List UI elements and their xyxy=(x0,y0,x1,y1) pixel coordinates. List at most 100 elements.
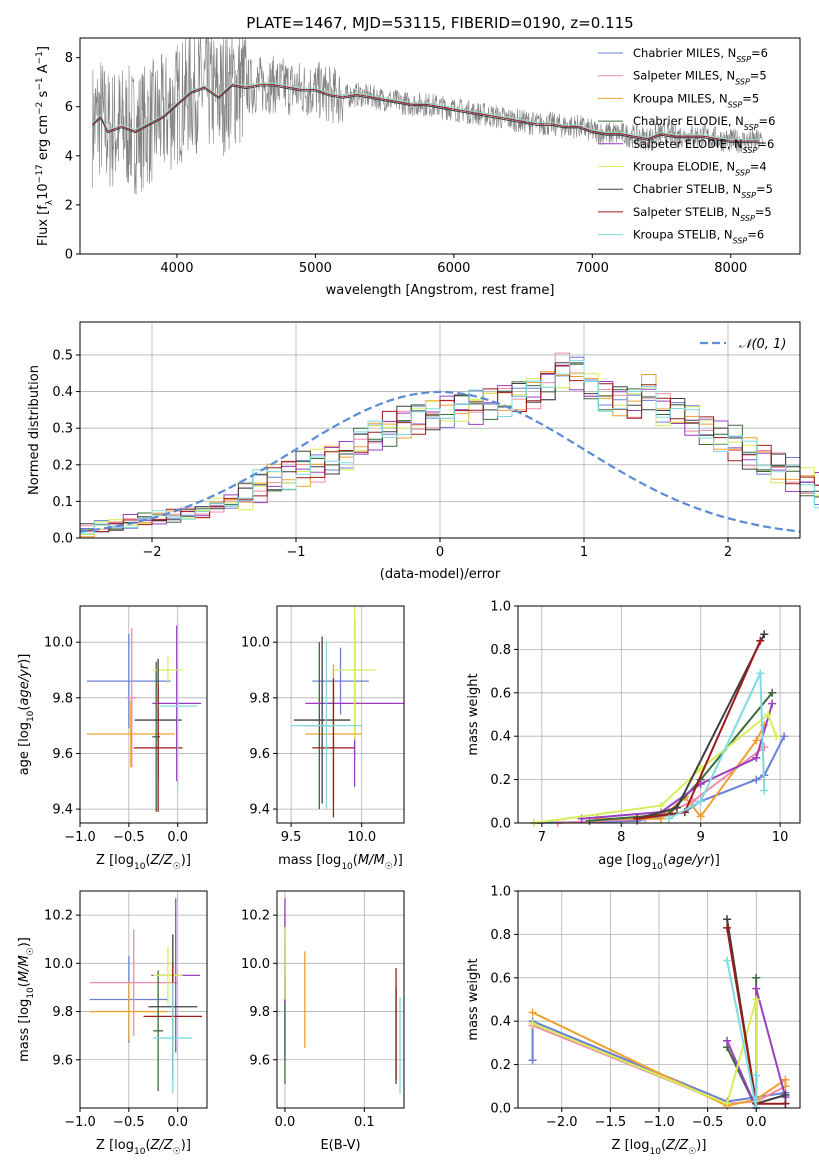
x-tick-label: 7000 xyxy=(576,261,609,276)
y-tick-label: 4 xyxy=(65,149,73,164)
residual-histogram-step xyxy=(80,373,819,535)
x-tick-label: 8 xyxy=(617,830,625,845)
x-axis-label: Z [log10(Z/Z☉)] xyxy=(96,1138,191,1157)
y-tick-label: 0.8 xyxy=(490,643,511,658)
x-tick-label: 8000 xyxy=(714,261,747,276)
mass-weight-marker xyxy=(752,753,761,762)
mass-weight-line xyxy=(668,672,766,820)
y-tick-label: 0.4 xyxy=(52,385,73,400)
y-tick-label: 0.3 xyxy=(52,422,73,437)
mass-weight-marker xyxy=(752,775,761,784)
x-tick-label: 10.0 xyxy=(347,830,376,845)
x-axis-label: E(B-V) xyxy=(320,1138,360,1153)
y-tick-label: 0.0 xyxy=(490,817,511,832)
y-tick-label: 9.8 xyxy=(249,691,270,706)
y-tick-label: 9.4 xyxy=(249,803,270,818)
legend-entry: Salpeter ELODIE, NSSP=6 xyxy=(633,137,774,155)
y-tick-label: 0.8 xyxy=(490,928,511,943)
errorbar-group xyxy=(284,898,401,1094)
mass-weight-marker xyxy=(723,1036,732,1045)
y-tick-label: 0.6 xyxy=(490,971,511,986)
y-tick-label: 0.5 xyxy=(52,348,73,363)
x-tick-label: 0.0 xyxy=(167,1115,188,1130)
residual-histogram-step xyxy=(80,365,819,533)
x-tick-label: 0.0 xyxy=(275,1115,296,1130)
mass-weight-marker xyxy=(656,801,665,810)
age-vs-metallicity-panel: −1.0 −0.5 0.0 9.4 9.6 9.8 10.0 Z [log10(Z/Z☉)] a… xyxy=(17,605,208,872)
y-tick-label: 10.2 xyxy=(44,909,73,924)
errorbar-point xyxy=(89,982,168,1041)
mass-weight-marker xyxy=(696,797,705,806)
axes-frame xyxy=(276,890,405,1109)
x-tick-label: −1.0 xyxy=(64,830,96,845)
mass-weight-marker xyxy=(664,814,673,823)
y-tick-label: 1.0 xyxy=(490,885,511,900)
mass-weight-line xyxy=(532,999,758,1106)
mass-weight-marker xyxy=(760,743,769,752)
spectrum-panel: 4000 5000 6000 7000 8000 0 2 4 6 8 wavelength [Ang… xyxy=(35,37,801,298)
y-tick-label: 10.0 xyxy=(44,957,73,972)
y-tick-label: 0.2 xyxy=(490,1058,511,1073)
y-tick-label: 0.4 xyxy=(490,1015,511,1030)
legend-entry: Chabrier STELIB, NSSP=5 xyxy=(633,182,773,200)
y-tick-label: 1.0 xyxy=(490,600,511,615)
y-tick-label: 0.6 xyxy=(490,686,511,701)
errorbar-point xyxy=(291,642,362,810)
x-axis-label: age [log10(age/yr)] xyxy=(598,853,720,872)
x-tick-label: 9.5 xyxy=(281,830,302,845)
mass-weight-marker xyxy=(593,814,602,823)
axes-frame xyxy=(79,37,801,255)
mass-weight-marker xyxy=(528,1019,537,1028)
figure-title: PLATE=1467, MJD=53115, FIBERID=0190, z=0… xyxy=(246,14,633,32)
errorbar-point xyxy=(312,647,369,715)
mass-weight-marker xyxy=(768,688,777,697)
x-tick-label: 1 xyxy=(580,545,588,560)
x-tick-label: −2.0 xyxy=(546,1115,578,1130)
y-axis-label: mass weight xyxy=(466,673,481,755)
mass-weight-marker xyxy=(780,732,789,741)
mass-weight-marker xyxy=(633,814,642,823)
legend-entry: Salpeter STELIB, NSSP=5 xyxy=(633,205,772,223)
legend-entry: Kroupa STELIB, NSSP=6 xyxy=(633,228,764,246)
y-axis-label: mass [log10(M/M☉)] xyxy=(17,937,36,1062)
normal-distribution-curve xyxy=(79,390,801,533)
errorbar-point xyxy=(153,982,193,1094)
mass-weight-marker xyxy=(752,995,761,1004)
axes-frame xyxy=(517,605,801,824)
legend-entry: Chabrier ELODIE, NSSP=6 xyxy=(633,114,775,132)
mass-weight-marker xyxy=(723,915,732,924)
model-spectrum-line xyxy=(92,84,759,142)
errorbar-point xyxy=(293,636,351,804)
mass-weight-line xyxy=(589,692,773,822)
x-tick-label: −0.5 xyxy=(113,1115,145,1130)
x-tick-label: −2 xyxy=(142,545,161,560)
x-tick-label: 4000 xyxy=(160,261,193,276)
mass-weight-marker xyxy=(752,973,761,982)
errorbar-point xyxy=(133,683,183,812)
residual-histogram-panel: −2 −1 0 1 2 0.0 0.1 0.2 0.3 0.4 0.5 (data-model)/er… xyxy=(27,321,819,582)
y-tick-label: 9.6 xyxy=(52,747,73,762)
mass-vs-extinction-panel: 0.0 0.1 9.6 9.8 10.0 10.2 E(B-V) xyxy=(241,890,405,1153)
mass-weight-marker xyxy=(723,956,732,965)
y-axis-label: mass weight xyxy=(466,958,481,1040)
y-tick-label: 0.2 xyxy=(52,458,73,473)
y-tick-label: 10.0 xyxy=(44,636,73,651)
residual-histogram-step xyxy=(80,362,819,531)
y-tick-label: 9.8 xyxy=(52,691,73,706)
mass-weight-marker xyxy=(752,1071,761,1080)
mass-weight-marker xyxy=(764,710,773,719)
x-tick-label: −1.0 xyxy=(643,1115,675,1130)
x-tick-label: −0.5 xyxy=(692,1115,724,1130)
y-tick-label: 9.8 xyxy=(249,1005,270,1020)
x-tick-label: −1.5 xyxy=(595,1115,627,1130)
residual-histogram-step xyxy=(80,356,819,529)
y-tick-label: 10.0 xyxy=(241,957,270,972)
mass-weight-marker xyxy=(768,699,777,708)
mass-weight-marker xyxy=(756,669,765,678)
errorbar-point xyxy=(333,606,376,740)
errorbar-point xyxy=(312,678,355,818)
x-axis-label: Z [log10(Z/Z☉)] xyxy=(96,853,191,872)
residual-histogram-step xyxy=(80,360,819,534)
y-tick-label: 2 xyxy=(65,198,73,213)
